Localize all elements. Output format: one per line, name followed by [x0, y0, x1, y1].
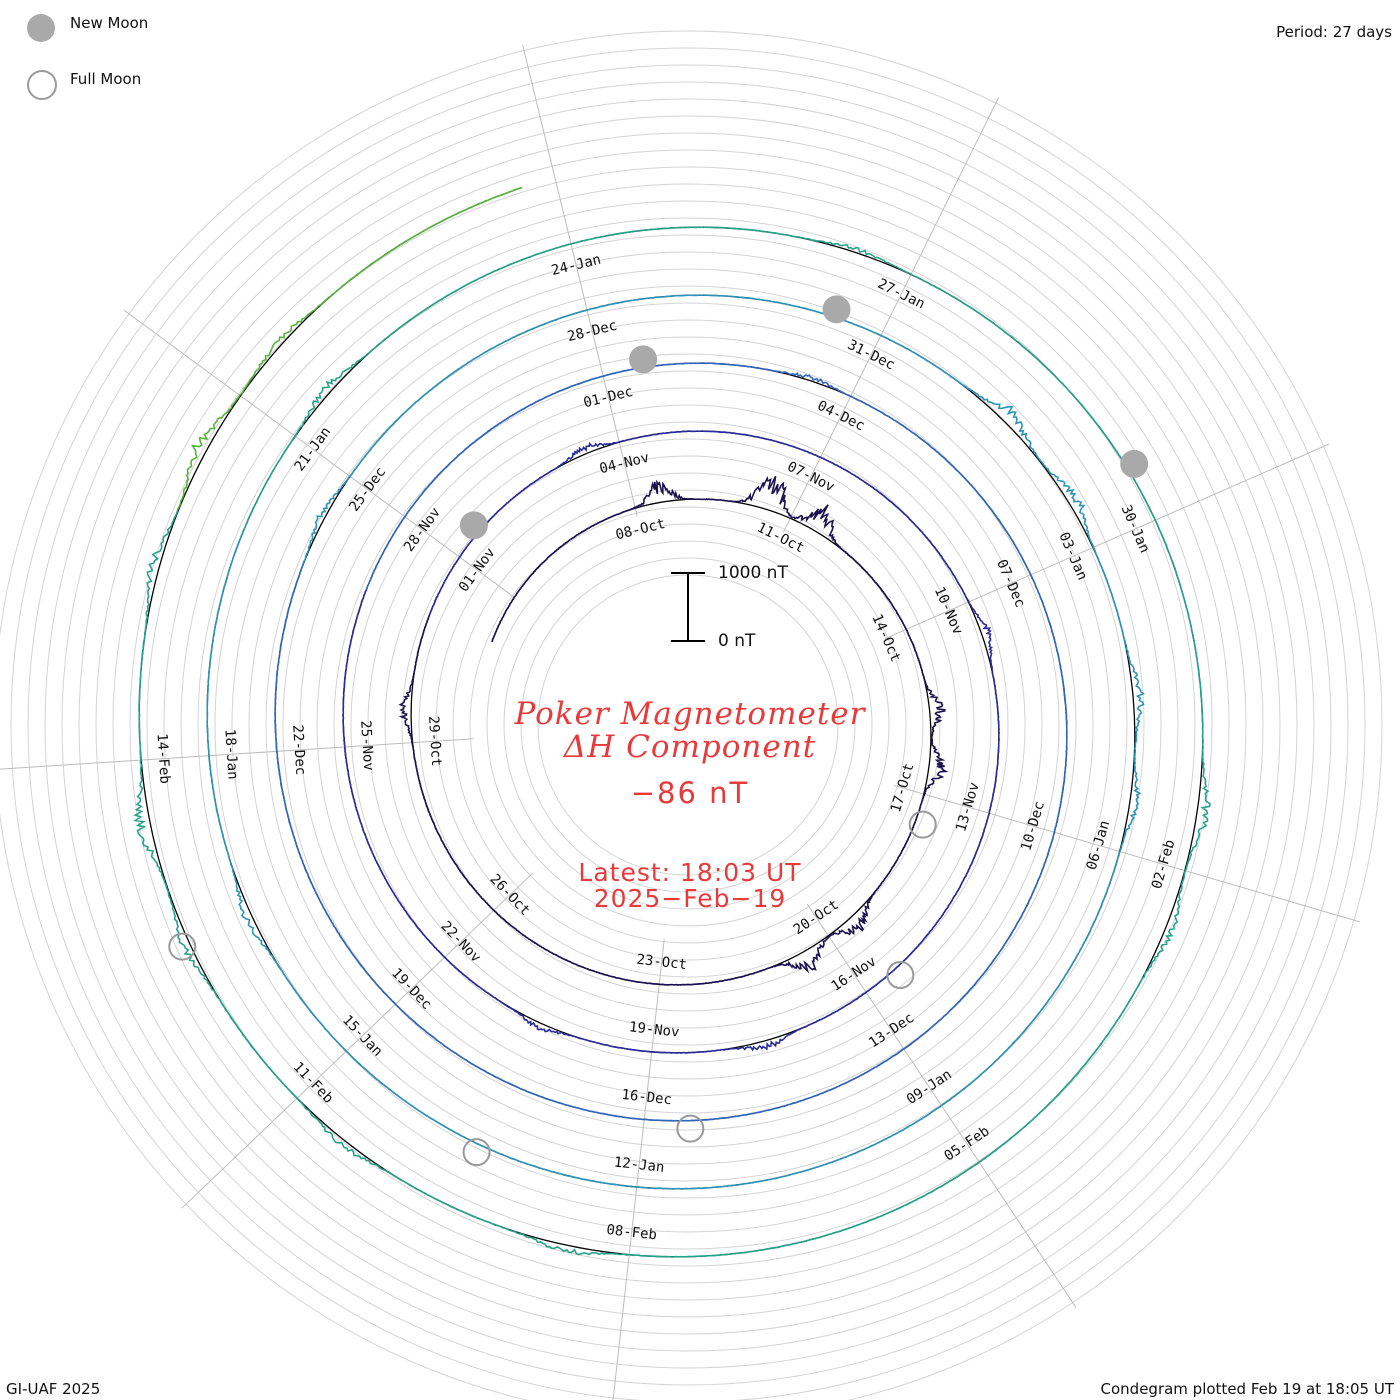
date-label: 08-Oct: [614, 516, 667, 544]
grid-ring: [248, 285, 1128, 1165]
grid-ring: [452, 489, 924, 961]
scale-top-label: 1000 nT: [718, 563, 788, 583]
grid-ring: [95, 132, 1281, 1318]
data-trace: [133, 186, 1211, 1258]
date-label: 16-Dec: [621, 1087, 673, 1108]
grid-ring: [265, 302, 1111, 1148]
chart-title: Poker Magnetometer: [514, 696, 866, 732]
grid-ring: [401, 438, 975, 1012]
grid-ring: [350, 387, 1026, 1063]
full-moon-marker: [676, 1114, 705, 1143]
grid-ring: [316, 353, 1060, 1097]
trace-segment: [342, 430, 1000, 1054]
date-label: 01-Dec: [582, 384, 635, 412]
new-moon-icon: [27, 14, 55, 42]
date-label: 04-Nov: [598, 450, 651, 478]
trace-segment: [133, 226, 1211, 1258]
grid-ring: [214, 251, 1162, 1199]
grid-ring: [333, 370, 1043, 1080]
credit-label: GI-UAF 2025: [6, 1380, 101, 1398]
date-label: 22-Dec: [289, 724, 308, 776]
grid-ring: [129, 166, 1247, 1284]
date-label: 28-Dec: [566, 318, 619, 346]
grid-ring: [282, 319, 1094, 1131]
full-moon-marker: [908, 810, 937, 839]
grid-ring: [520, 557, 856, 893]
grid-ring: [27, 64, 1349, 1386]
new-moon-marker: [629, 345, 658, 374]
day-spoke: [894, 784, 1360, 923]
grid-ring: [469, 506, 907, 944]
full-moon-marker: [168, 932, 197, 961]
grid-ring: [486, 523, 890, 927]
legend-new-moon-label: New Moon: [70, 14, 149, 32]
grid-ring: [299, 336, 1077, 1114]
day-spoke: [181, 873, 533, 1209]
new-moon-marker: [459, 511, 488, 540]
new-moon-marker: [822, 295, 851, 324]
grid-ring: [112, 149, 1264, 1301]
chart-subtitle: ΔH Component: [563, 729, 817, 765]
moon-markers: [168, 295, 1149, 1167]
grid-ring: [503, 540, 873, 910]
grid-ring: [78, 115, 1298, 1335]
current-value: −86 nT: [630, 776, 750, 810]
scale-bar: [671, 572, 705, 642]
legend-full-moon-label: Full Moon: [70, 70, 142, 88]
grid-ring: [61, 98, 1315, 1352]
day-spoke: [522, 44, 638, 517]
trace-segment: [398, 475, 949, 986]
day-spoke: [782, 97, 999, 533]
trace-segment: [177, 186, 523, 509]
new-moon-marker: [1120, 449, 1149, 478]
date-label: 14-Feb: [153, 733, 172, 785]
date-label: 08-Feb: [606, 1222, 658, 1243]
date-label: 02-Feb: [1149, 838, 1179, 891]
date-label: 29-Oct: [425, 715, 444, 767]
grid-ring: [10, 47, 1366, 1400]
day-spoke: [612, 938, 665, 1400]
full-moon-marker: [462, 1138, 491, 1167]
latest-time: Latest: 18:03 UT: [578, 858, 802, 887]
grid-ring: [163, 200, 1213, 1250]
grid-ring: [367, 404, 1009, 1046]
plotted-timestamp: Condegram plotted Feb 19 at 18:05 UT: [1100, 1380, 1394, 1398]
scale-bottom-label: 0 nT: [718, 631, 756, 651]
grid-ring: [197, 234, 1179, 1216]
date-label: 24-Jan: [550, 252, 603, 280]
grid-ring: [384, 421, 992, 1029]
date-label: 19-Nov: [628, 1019, 680, 1040]
full-moon-icon: [27, 70, 57, 100]
grid-ring: [418, 455, 958, 995]
grid-rings: [0, 30, 1383, 1400]
day-spoke: [123, 309, 516, 599]
period-label: Period: 27 days: [1276, 23, 1392, 41]
latest-date: 2025−Feb−19: [593, 884, 787, 913]
full-moon-marker: [886, 961, 915, 990]
grid-ring: [231, 268, 1145, 1182]
trace-segment: [206, 294, 1145, 1190]
grid-ring: [146, 183, 1230, 1267]
grid-ring: [435, 472, 941, 978]
day-spoke: [0, 738, 474, 770]
date-label: 06-Jan: [1084, 819, 1114, 872]
date-label: 12-Jan: [613, 1154, 665, 1175]
date-label: 13-Nov: [953, 781, 983, 834]
day-spoke: [884, 443, 1330, 640]
date-label: 18-Jan: [221, 729, 240, 781]
date-label: 25-Nov: [357, 720, 376, 772]
grid-ring: [180, 217, 1196, 1233]
grid-ring: [0, 30, 1383, 1400]
grid-ring: [44, 81, 1332, 1369]
date-label: 23-Oct: [636, 952, 688, 973]
date-label: 10-Dec: [1018, 800, 1048, 853]
